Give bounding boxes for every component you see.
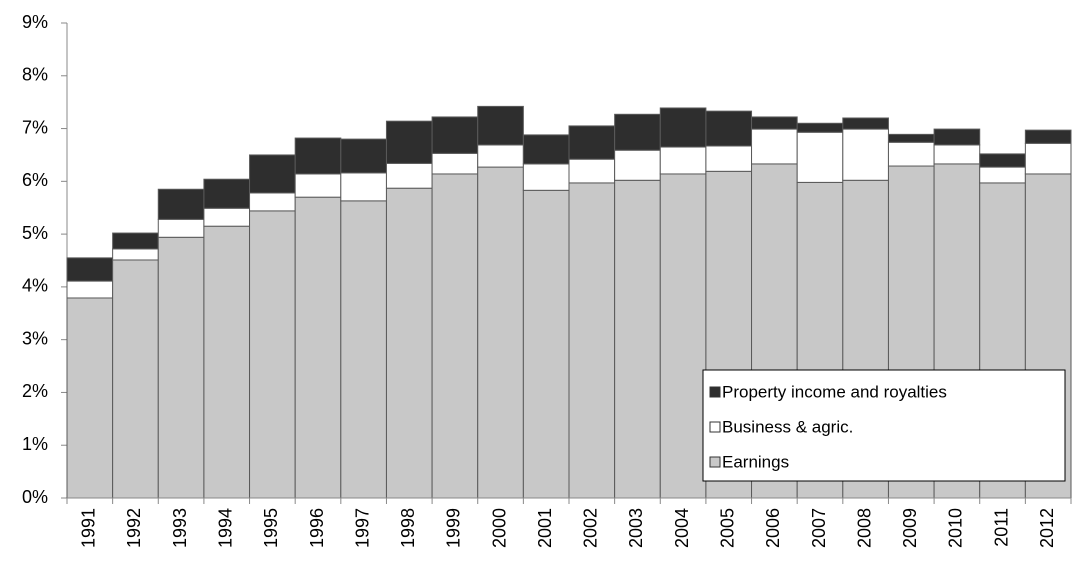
bar-segment: [203, 225, 251, 499]
bar-segment: [887, 133, 935, 143]
bar-segment: [705, 145, 753, 172]
bar-segment: [294, 173, 342, 198]
legend: Property income and royalties Business & …: [702, 369, 1066, 482]
bar-segment: [614, 149, 661, 181]
x-tick-label: 1992: [124, 508, 144, 548]
x-tick-label: 1997: [352, 508, 372, 548]
bar-segment: [751, 128, 798, 165]
bar-segment: [842, 128, 889, 181]
x-tick-label: 1993: [170, 508, 190, 548]
bar-segment: [112, 232, 159, 250]
bar-segment: [66, 297, 114, 499]
bar-segment: [385, 120, 433, 164]
y-tick-label: 6%: [22, 170, 48, 190]
x-tick-label: 2003: [626, 508, 646, 548]
x-tick-label: 2002: [581, 508, 601, 548]
bar-segment: [842, 117, 889, 130]
x-tick-label: 2006: [763, 508, 783, 548]
bar-segment: [568, 125, 616, 160]
bar-segment: [66, 280, 114, 299]
bar-segment: [112, 248, 159, 261]
y-tick-label: 8%: [22, 65, 48, 85]
x-tick-label: 1991: [79, 508, 99, 548]
legend-label: Business & agric.: [722, 417, 853, 436]
y-tick-label: 9%: [22, 12, 48, 32]
bar-segment: [887, 141, 935, 167]
y-tick-label: 7%: [22, 117, 48, 137]
x-tick-label: 2008: [854, 508, 874, 548]
bar-segment: [477, 105, 524, 146]
bar-segment: [568, 182, 616, 499]
bar-segment: [477, 144, 524, 168]
y-tick-label: 4%: [22, 276, 48, 296]
bar-segment: [659, 173, 707, 499]
bar-segment: [431, 116, 479, 154]
legend-swatch: [709, 421, 721, 433]
y-tick-label: 5%: [22, 223, 48, 243]
bar-segment: [477, 166, 524, 499]
bar-segment: [796, 122, 844, 133]
x-tick-label: 2001: [535, 508, 555, 548]
bar-segment: [294, 196, 342, 499]
bar-segment: [203, 207, 251, 227]
bar-segment: [614, 113, 661, 151]
bar-segment: [66, 257, 114, 282]
x-tick-label: 2005: [717, 508, 737, 548]
bar-segment: [385, 187, 433, 499]
legend-label: Earnings: [722, 452, 789, 471]
bar-segment: [659, 146, 707, 175]
legend-box: [702, 369, 1066, 482]
x-tick-label: 2012: [1037, 508, 1057, 548]
x-tick-label: 2011: [991, 508, 1011, 547]
legend-label: Property income and royalties: [722, 382, 947, 401]
x-tick-label: 1996: [307, 508, 327, 548]
legend-swatch: [709, 386, 721, 398]
bar-segment: [340, 200, 387, 499]
bar-segment: [568, 158, 616, 184]
bar-segment: [522, 134, 570, 165]
bar-segment: [522, 163, 570, 191]
bar-segment: [157, 188, 205, 220]
bar-segment: [933, 144, 981, 165]
x-tick-label: 2009: [900, 508, 920, 548]
bar-segment: [614, 179, 661, 499]
bar-segment: [979, 166, 1026, 184]
bar-segment: [340, 172, 387, 202]
bar-segment: [933, 128, 981, 146]
bar-segment: [979, 153, 1026, 168]
bar-segment: [112, 259, 159, 499]
bar-segment: [431, 173, 479, 499]
y-tick-label: 1%: [22, 434, 48, 454]
x-tick-label: 2007: [809, 508, 829, 548]
x-tick-label: 1998: [398, 508, 418, 548]
bar-segment: [294, 137, 342, 175]
x-tick-label: 1994: [215, 508, 235, 548]
y-tick-label: 0%: [22, 487, 48, 507]
bar-segment: [1024, 129, 1072, 144]
bar-segment: [705, 110, 753, 147]
bar-segment: [431, 152, 479, 175]
bar-segment: [203, 178, 251, 209]
x-tick-label: 1999: [444, 508, 464, 548]
y-tick-label: 2%: [22, 381, 48, 401]
bar-segment: [249, 192, 296, 212]
bar-segment: [249, 154, 296, 194]
bar-segment: [659, 107, 707, 148]
bar-segment: [1024, 142, 1072, 175]
bar-segment: [249, 210, 296, 499]
bar-segment: [796, 131, 844, 183]
bar-segment: [385, 162, 433, 189]
y-tick-label: 3%: [22, 328, 48, 348]
legend-swatch: [709, 456, 721, 468]
bar-segment: [157, 218, 205, 238]
x-tick-label: 2000: [489, 508, 509, 548]
x-tick-label: 1995: [261, 508, 281, 548]
bar-segment: [751, 116, 798, 130]
x-tick-label: 2010: [946, 508, 966, 548]
bar-segment: [157, 236, 205, 499]
x-tick-label: 2004: [672, 508, 692, 548]
bar-segment: [340, 138, 387, 174]
bar-segment: [522, 189, 570, 499]
